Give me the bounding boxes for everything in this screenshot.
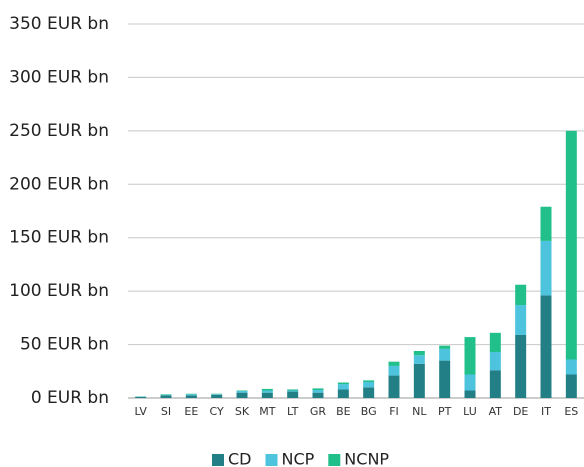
x-tick-label: LU [463,405,477,418]
bar-segment [439,345,451,349]
bar-segment [211,393,223,395]
legend-swatch [265,454,278,466]
x-tick-label: AT [489,405,503,418]
bar-segment [565,130,577,360]
bar-segment [363,380,375,382]
y-tick-label: 300 EUR bn [9,67,109,87]
bar-segment [185,393,197,395]
bar-segment [540,295,552,398]
bar-segment [515,284,527,306]
x-tick-label: NL [412,405,427,418]
bar-segment [413,350,425,356]
bar-segment [489,332,501,353]
y-tick-label: 250 EUR bn [9,121,109,141]
bar-segment [337,382,349,385]
bar-segment [287,389,299,391]
bar-segment [489,352,501,371]
bar-segment [211,394,223,395]
bar-segment [413,355,425,364]
bar-segment [337,384,349,390]
bar-segment [464,390,476,398]
x-tick-label: EE [184,405,198,418]
y-tick-label: 100 EUR bn [9,281,109,301]
bar-segment [337,389,349,398]
bar-segment [464,374,476,391]
bar-segment [363,381,375,388]
bar-segment [515,334,527,398]
x-tick-label: BE [336,405,351,418]
y-tick-label: 200 EUR bn [9,174,109,194]
bar-segment [160,395,172,398]
x-tick-label: LV [134,405,147,418]
legend-label: NCP [282,450,315,467]
x-tick-label: PT [438,405,452,418]
x-tick-label: IT [541,405,551,418]
legend-label: NCNP [344,450,389,467]
bar-segment [160,394,172,396]
bar-segment [363,387,375,398]
bar-segment [388,375,400,398]
bar-segment [388,361,400,366]
legend-swatch [212,454,224,466]
x-tick-label: SI [161,405,171,418]
bar-segment [211,394,223,398]
bar-segment [287,391,299,398]
bar-segment [515,305,527,335]
bar-segment [565,359,577,375]
x-tick-label: DE [513,405,528,418]
bar-segment [312,392,324,398]
bar-segment [312,388,324,390]
bar-segment [236,392,248,398]
bar-segment [160,394,172,395]
y-tick-label: 0 EUR bn [31,388,109,408]
bar-segment [185,394,197,396]
bar-segment [565,374,577,398]
bar-segment [236,391,248,393]
bar-segment [185,395,197,398]
x-tick-label: GR [310,405,327,418]
bar-segment [312,389,324,393]
bar-segment [540,206,552,241]
bar-segment [287,390,299,392]
bar-segment [413,363,425,398]
bar-segment [261,392,273,398]
x-tick-label: LT [287,405,299,418]
bar-segment [236,390,248,392]
x-tick-label: SK [235,405,250,418]
bar-segment [261,390,273,393]
legend-swatch [328,454,341,466]
bar-segment [439,348,451,361]
bar-segment [439,360,451,398]
y-tick-label: 50 EUR bn [20,335,109,355]
bar-segment [261,388,273,391]
bar-segment [388,365,400,376]
x-tick-label: FI [389,405,399,418]
y-tick-label: 150 EUR bn [9,228,109,248]
x-tick-label: ES [564,405,578,418]
bar-segment [464,337,476,375]
bar-segment [540,240,552,296]
legend-label: CD [228,450,252,467]
bar-segment [489,370,501,398]
y-tick-label: 350 EUR bn [9,14,109,34]
x-tick-label: BG [361,405,377,418]
bar-segment [135,396,147,398]
x-tick-label: MT [259,405,275,418]
x-tick-label: CY [210,405,224,418]
